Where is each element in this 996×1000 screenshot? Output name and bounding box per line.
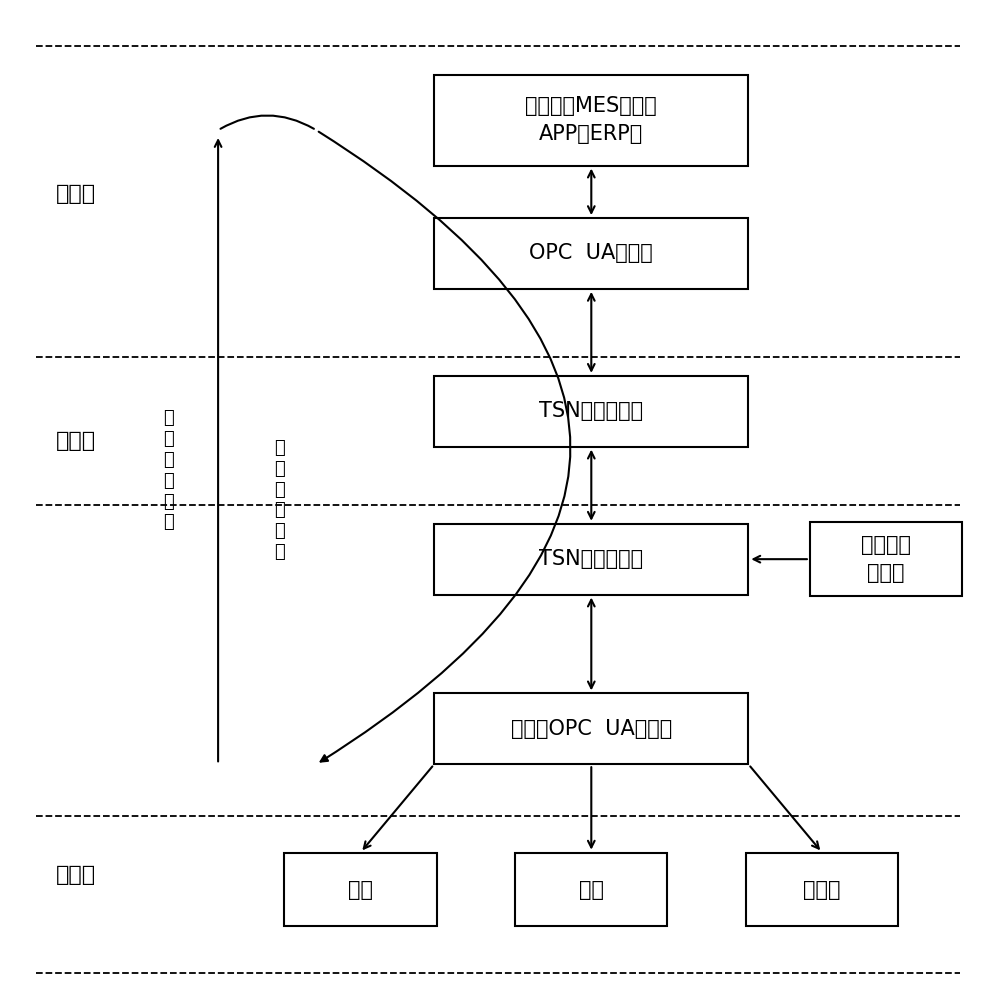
Text: 传感器: 传感器 [804,880,841,900]
Text: 实
时
数
据
上
传: 实 时 数 据 上 传 [163,409,174,531]
Text: OPC  UA客户端: OPC UA客户端 [530,243,653,263]
FancyArrowPatch shape [220,115,314,129]
Bar [434,75,748,166]
Text: 数据采集
和监控: 数据采集 和监控 [861,535,911,583]
Text: 车间级: 车间级 [56,431,96,451]
Text: 工厂级: 工厂级 [56,184,96,204]
Text: 控
制
数
据
下
传: 控 制 数 据 下 传 [275,439,285,561]
Text: 嵌入式OPC  UA服务器: 嵌入式OPC UA服务器 [511,719,672,739]
Bar [434,218,748,289]
Text: 云平台、MES、工业
APP、ERP等: 云平台、MES、工业 APP、ERP等 [526,96,657,144]
Text: TSN网络交换机: TSN网络交换机 [539,549,643,569]
Bar [810,522,962,596]
Text: 机器: 机器 [348,880,374,900]
Bar [434,376,748,447]
FancyArrowPatch shape [319,132,571,762]
Bar [285,853,436,926]
Text: 现场级: 现场级 [56,865,96,885]
Bar [515,853,667,926]
Bar [434,693,748,764]
Text: 设备: 设备 [579,880,604,900]
Bar [434,524,748,595]
Text: TSN网络交换机: TSN网络交换机 [539,401,643,421]
Bar [746,853,898,926]
